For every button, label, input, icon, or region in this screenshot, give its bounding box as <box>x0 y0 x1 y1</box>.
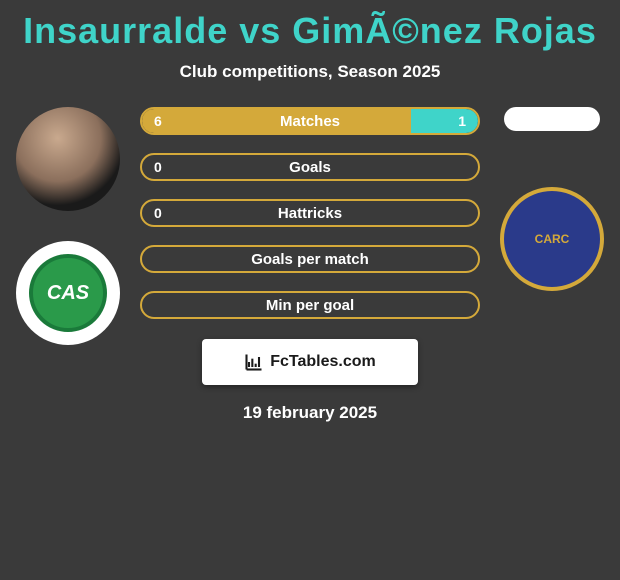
bar-label: Min per goal <box>142 297 478 314</box>
chart-icon <box>244 352 264 372</box>
stats-bars: 61Matches 0Goals 0Hattricks Goals per match… <box>140 107 480 319</box>
stat-bar: 0Goals <box>140 153 480 181</box>
bar-label: Goals <box>142 159 478 176</box>
club-left-logo: CAS <box>16 241 120 345</box>
page-title: Insaurralde vs GimÃ©nez Rojas <box>0 0 620 52</box>
stat-bar: 0Hattricks <box>140 199 480 227</box>
left-player-column: CAS <box>8 107 128 345</box>
comparison-panel: CAS CARC 61Matches0Goals0HattricksGoals … <box>0 107 620 319</box>
club-right-logo: CARC <box>500 187 604 291</box>
brand-text: FcTables.com <box>270 353 376 371</box>
right-player-column: CARC <box>492 107 612 291</box>
player-right-placeholder <box>504 107 600 131</box>
comparison-date: 19 february 2025 <box>0 403 620 423</box>
stat-bar: 61Matches <box>140 107 480 135</box>
subtitle: Club competitions, Season 2025 <box>0 62 620 82</box>
club-right-initials: CARC <box>535 232 570 246</box>
bar-label: Matches <box>142 113 478 130</box>
bar-label: Hattricks <box>142 205 478 222</box>
stat-bar: Goals per match <box>140 245 480 273</box>
brand-card: FcTables.com <box>202 339 418 385</box>
club-left-initials: CAS <box>29 254 107 332</box>
player-left-avatar <box>16 107 120 211</box>
bar-label: Goals per match <box>142 251 478 268</box>
stat-bar: Min per goal <box>140 291 480 319</box>
